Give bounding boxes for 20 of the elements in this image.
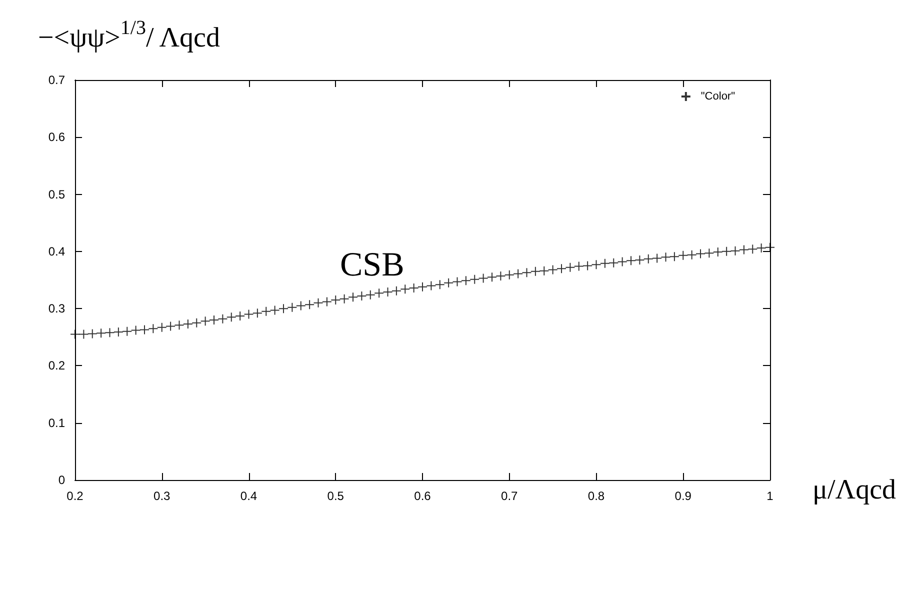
x-tick-label: 0.9 [674,489,692,503]
annotation: CSB [340,246,404,284]
y-tick-label: 0.1 [48,416,66,430]
legend-label: "Color" [700,90,736,102]
x-axis-title: μ/Λqcd [812,474,896,506]
y-tick-label: 0.5 [48,187,66,202]
y-tick-label: 0.6 [48,130,66,144]
x-tick-label: 0.2 [66,489,84,503]
x-tick-label: 0.3 [154,489,171,503]
x-tick-label: 0.7 [501,489,518,503]
y-tick-label: 0.3 [48,302,66,316]
x-tick-label: 1 [766,489,774,503]
x-tick-label: 0.4 [240,489,258,503]
y-tick-label: 0.7 [48,73,66,87]
x-tick-label: 0.5 [327,489,344,503]
x-tick-label: 0.8 [588,489,605,503]
x-tick-label: 0.6 [414,489,432,503]
y-tick-label: 0 [58,473,66,487]
y-tick-label: 0.2 [48,358,66,373]
y-tick-label: 0.4 [48,244,66,258]
